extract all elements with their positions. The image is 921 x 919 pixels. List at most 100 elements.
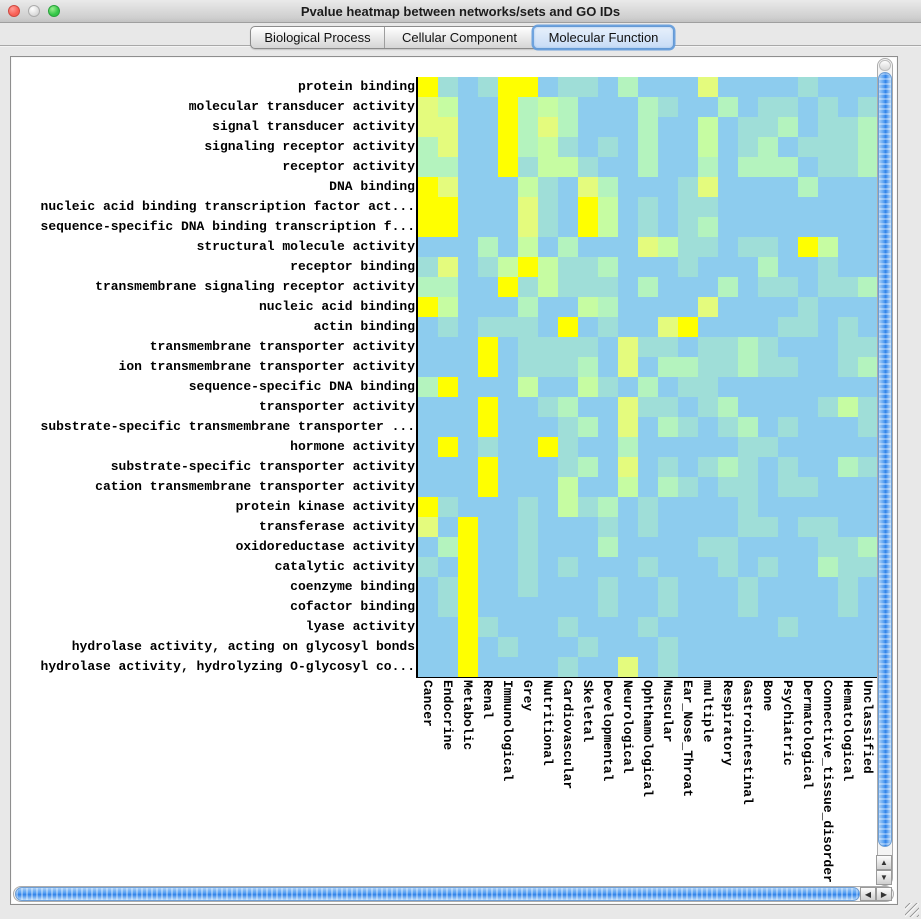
col-label: Cancer bbox=[420, 680, 435, 727]
heatmap-cell bbox=[518, 357, 538, 377]
row-label: nucleic acid binding bbox=[258, 299, 415, 314]
heatmap-cell bbox=[838, 77, 858, 97]
heatmap-cell bbox=[478, 597, 498, 617]
heatmap-cell bbox=[558, 137, 578, 157]
scroll-down-arrow-icon[interactable]: ▼ bbox=[876, 870, 892, 885]
heatmap-cell bbox=[818, 377, 838, 397]
heatmap-cell bbox=[438, 597, 458, 617]
minimize-button-icon[interactable] bbox=[28, 5, 40, 17]
heatmap-cell bbox=[778, 457, 798, 477]
heatmap-cell bbox=[658, 637, 678, 657]
heatmap-cell bbox=[438, 377, 458, 397]
horizontal-scrollbar-thumb[interactable] bbox=[15, 887, 860, 901]
col-label: Connective_tissue_disorder bbox=[820, 680, 835, 883]
heatmap-cell bbox=[578, 597, 598, 617]
heatmap-cell bbox=[438, 637, 458, 657]
heatmap-cell bbox=[718, 317, 738, 337]
heatmap-cell bbox=[418, 457, 438, 477]
scroll-up-arrow-icon[interactable]: ▲ bbox=[876, 855, 892, 870]
heatmap-cell bbox=[578, 137, 598, 157]
heatmap-cell bbox=[738, 217, 758, 237]
heatmap-cell bbox=[678, 597, 698, 617]
heatmap-cell bbox=[698, 577, 718, 597]
heatmap-cell bbox=[838, 657, 858, 677]
heatmap-cell bbox=[678, 637, 698, 657]
heatmap-cell bbox=[638, 497, 658, 517]
heatmap-cell bbox=[598, 237, 618, 257]
heatmap-cell bbox=[618, 417, 638, 437]
heatmap-cell bbox=[578, 637, 598, 657]
heatmap-cell bbox=[678, 557, 698, 577]
heatmap-cell bbox=[678, 297, 698, 317]
heatmap-cell bbox=[638, 597, 658, 617]
heatmap-cell bbox=[758, 637, 778, 657]
col-label: Hematological bbox=[840, 680, 855, 782]
col-label: Nutritional bbox=[540, 680, 555, 766]
heatmap-cell bbox=[718, 97, 738, 117]
col-label: multiple bbox=[700, 680, 715, 743]
heatmap-cell bbox=[858, 317, 878, 337]
heatmap-cell bbox=[678, 657, 698, 677]
heatmap-cell bbox=[738, 297, 758, 317]
window-resize-grip-icon[interactable] bbox=[905, 903, 919, 917]
heatmap-cell bbox=[858, 377, 878, 397]
heatmap-cell bbox=[578, 217, 598, 237]
heatmap-cell bbox=[818, 137, 838, 157]
heatmap-cell bbox=[638, 397, 658, 417]
heatmap-cell bbox=[598, 197, 618, 217]
tab-biological-process[interactable]: Biological Process bbox=[264, 30, 371, 45]
row-label: protein kinase activity bbox=[235, 499, 415, 514]
heatmap-cell bbox=[698, 137, 718, 157]
heatmap-cell bbox=[498, 257, 518, 277]
heatmap-cell bbox=[778, 577, 798, 597]
col-label: Muscular bbox=[660, 680, 675, 743]
heatmap-cell bbox=[418, 657, 438, 677]
heatmap-cell bbox=[498, 137, 518, 157]
heatmap-cell bbox=[498, 297, 518, 317]
heatmap-cell bbox=[498, 197, 518, 217]
heatmap-cell bbox=[638, 137, 658, 157]
vertical-scrollbar[interactable]: ▲ ▼ bbox=[876, 58, 893, 886]
horizontal-scrollbar[interactable]: ◀ ▶ bbox=[13, 886, 894, 902]
heatmap-cell bbox=[438, 297, 458, 317]
vertical-scrollbar-thumb[interactable] bbox=[878, 72, 892, 847]
heatmap-cell bbox=[558, 97, 578, 117]
col-label: Endocrine bbox=[440, 680, 455, 751]
heatmap-cell bbox=[718, 157, 738, 177]
scroll-right-arrow-icon[interactable]: ▶ bbox=[876, 887, 892, 901]
row-labels: protein binding molecular transducer acti… bbox=[11, 77, 415, 677]
heatmap-cell bbox=[418, 317, 438, 337]
heatmap-cell bbox=[458, 317, 478, 337]
heatmap-cell bbox=[778, 277, 798, 297]
heatmap-cell bbox=[858, 637, 878, 657]
heatmap-cell bbox=[638, 457, 658, 477]
heatmap-cell bbox=[818, 217, 838, 237]
heatmap-cell bbox=[758, 257, 778, 277]
zoom-button-icon[interactable] bbox=[48, 5, 60, 17]
tab-molecular-function[interactable]: Molecular Function bbox=[534, 27, 673, 48]
heatmap-cell bbox=[538, 577, 558, 597]
heatmap-cell bbox=[478, 557, 498, 577]
heatmap-cell bbox=[698, 597, 718, 617]
heatmap-cell bbox=[478, 197, 498, 217]
heatmap-cell bbox=[618, 197, 638, 217]
heatmap-cell bbox=[798, 457, 818, 477]
scroll-left-arrow-icon[interactable]: ◀ bbox=[860, 887, 876, 901]
heatmap-cell bbox=[498, 637, 518, 657]
heatmap-cell bbox=[578, 377, 598, 397]
heatmap-cell bbox=[858, 557, 878, 577]
close-button-icon[interactable] bbox=[8, 5, 20, 17]
heatmap-cell bbox=[818, 197, 838, 217]
heatmap-cell bbox=[498, 397, 518, 417]
heatmap-cell bbox=[618, 317, 638, 337]
heatmap-cell bbox=[758, 97, 778, 117]
heatmap-cell bbox=[738, 537, 758, 557]
heatmap-cell bbox=[458, 457, 478, 477]
heatmap-cell bbox=[718, 577, 738, 597]
heatmap-cell bbox=[618, 497, 638, 517]
heatmap-cell bbox=[838, 157, 858, 177]
heatmap-cell bbox=[798, 637, 818, 657]
heatmap-cell bbox=[478, 157, 498, 177]
tab-cellular-component[interactable]: Cellular Component bbox=[384, 27, 534, 48]
heatmap-cell bbox=[518, 457, 538, 477]
